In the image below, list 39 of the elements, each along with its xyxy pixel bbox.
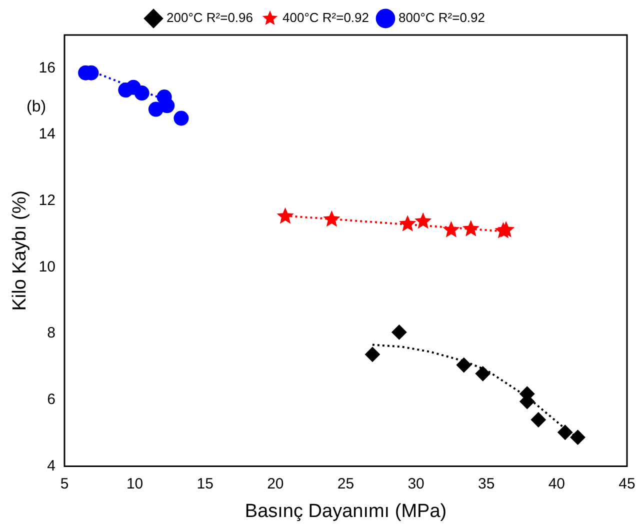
x-tick-label: 30 [408,475,424,492]
x-tick-label: 20 [267,475,284,492]
legend-label: 800°C R²=0.92 [398,10,485,26]
y-tick-label: 16 [38,59,56,76]
x-tick-label: 10 [126,475,144,492]
y-axis-title: Kilo Kaybı (%) [10,190,31,311]
y-tick-label: 8 [47,324,56,342]
y-tick-label: 6 [47,391,56,408]
x-tick-label: 25 [337,475,354,492]
point [276,207,294,224]
y-tick-label: 14 [38,126,56,143]
x-axis-title: Basınç Dayanımı (MPa) [244,500,447,522]
point [364,346,380,362]
point [148,102,164,117]
point [392,324,407,340]
point [399,215,416,232]
point [442,221,460,238]
point [414,212,432,229]
x-tick-label: 15 [196,475,214,492]
x-tick-label: 40 [548,475,566,492]
y-tick-label: 4 [47,457,56,474]
legend-label: 400°C R²=0.92 [282,10,369,26]
x-tick-label: 45 [618,475,636,492]
point [475,366,490,382]
point [498,221,515,238]
text: (b) [26,98,46,116]
y-tick-label: 12 [38,192,56,209]
point [174,110,189,126]
point [558,424,573,440]
point [456,358,472,373]
point [530,412,546,428]
x-tick-label: 35 [478,475,495,492]
y-tick-label: 10 [38,258,56,276]
point [134,86,150,101]
point [323,210,340,227]
x-tick-label: 5 [60,475,69,492]
point [570,430,586,445]
legend-label: 200°C R²=0.96 [166,10,253,26]
point [462,220,480,236]
